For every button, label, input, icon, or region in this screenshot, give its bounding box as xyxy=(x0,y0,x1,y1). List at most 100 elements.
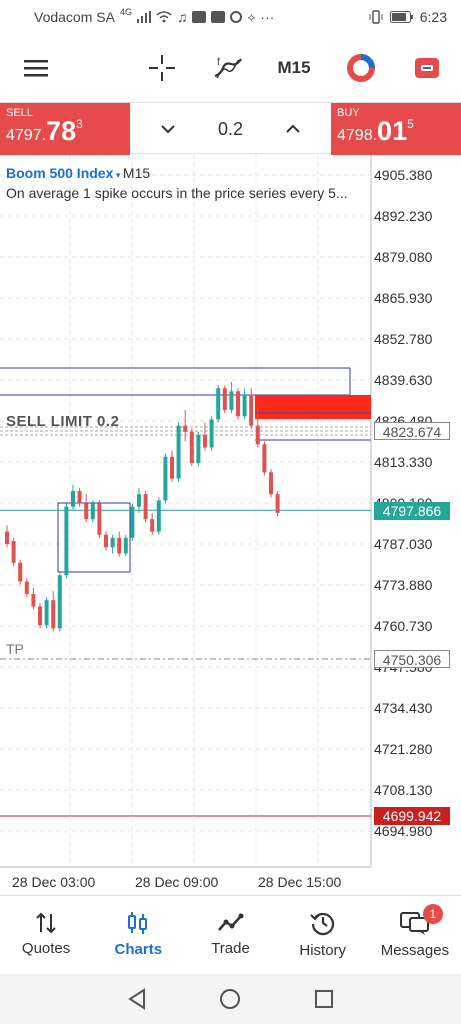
nav-trade-label: Trade xyxy=(211,940,250,957)
x-tick-label: 28 Dec 03:00 xyxy=(12,874,96,890)
trade-icon xyxy=(217,913,243,931)
status-bar: Vodacom SA 4G ♫ ⟡ ··· 6:23 xyxy=(0,0,461,34)
messages-icon xyxy=(399,912,429,935)
candle-body xyxy=(229,391,234,411)
candle-body xyxy=(90,503,95,520)
candle-body xyxy=(130,506,135,538)
menu-button[interactable] xyxy=(18,48,54,88)
candle-body xyxy=(31,593,36,607)
buy-price-big: 01 xyxy=(377,116,408,146)
increase-lot-icon[interactable] xyxy=(285,123,301,135)
sell-price-main: 4797. xyxy=(6,127,47,144)
indicators-icon: f xyxy=(214,57,242,79)
crosshair-button[interactable] xyxy=(145,48,179,88)
candle-body xyxy=(150,519,155,532)
candle-body xyxy=(137,494,141,507)
candle-body xyxy=(216,388,221,420)
sell-limit-label: SELL LIMIT 0.2 xyxy=(6,413,120,430)
nav-quotes[interactable]: Quotes xyxy=(0,896,92,973)
nav-history-label: History xyxy=(299,942,347,959)
nav-charts[interactable]: Charts xyxy=(92,896,184,973)
order-level-box: 4823.674 xyxy=(374,422,450,440)
candle-body xyxy=(117,537,122,554)
buy-button[interactable]: BUY 4798.015 xyxy=(331,103,461,155)
candle-body xyxy=(11,540,16,563)
y-tick-label: 4760.730 xyxy=(374,618,433,634)
timeframe-label: M15 xyxy=(277,58,311,77)
one-click-trade-panel: SELL 4797.783 0.2 BUY 4798.015 xyxy=(0,102,461,155)
candle-body xyxy=(44,600,49,626)
tp-label: TP xyxy=(6,641,24,657)
candle-body xyxy=(262,444,267,473)
buy-label: BUY xyxy=(337,107,360,119)
more-notifications-icon: ··· xyxy=(260,9,275,25)
symbol-header: Boom 500 Index ▾ M15 xyxy=(6,165,151,181)
chart-canvas[interactable] xyxy=(0,155,461,890)
candle-body xyxy=(57,575,62,629)
chart-area[interactable]: Boom 500 Index ▾ M15 On average 1 spike … xyxy=(0,155,461,890)
back-icon[interactable] xyxy=(126,988,148,1010)
sell-button[interactable]: SELL 4797.783 xyxy=(0,103,130,155)
y-tick-label: 4865.930 xyxy=(374,290,433,306)
y-tick-label: 4839.630 xyxy=(374,372,433,388)
indicators-button[interactable]: f xyxy=(210,48,246,88)
nav-history[interactable]: History xyxy=(277,896,369,973)
consolidation-rectangle xyxy=(57,502,131,573)
sync-icon xyxy=(230,11,243,23)
candle-body xyxy=(5,531,9,545)
candle-body xyxy=(183,425,188,432)
network-type: 4G xyxy=(119,7,132,17)
app-notification-icon xyxy=(192,11,207,23)
nav-messages[interactable]: Messages 1 xyxy=(369,896,461,973)
candle-body xyxy=(222,388,227,411)
candle-body xyxy=(51,600,56,629)
system-navigation-bar xyxy=(0,974,461,1024)
candle-body xyxy=(18,562,23,582)
lot-size[interactable]: 0.2 xyxy=(217,118,244,139)
current-price-box: 4797.866 xyxy=(374,502,450,520)
supply-zone xyxy=(255,395,371,419)
candle-body xyxy=(84,503,89,520)
y-tick-label: 4852.780 xyxy=(374,331,433,347)
candle-body xyxy=(64,506,69,576)
one-click-trading-icon xyxy=(415,58,439,78)
one-click-trading-button[interactable] xyxy=(410,48,444,88)
clock: 6:23 xyxy=(419,9,447,25)
lot-selector: 0.2 xyxy=(130,103,331,155)
nav-charts-label: Charts xyxy=(114,941,163,958)
nav-trade[interactable]: Trade xyxy=(184,896,276,973)
sell-price-sup: 3 xyxy=(76,117,83,131)
chart-toolbar: f M15 xyxy=(0,40,461,96)
candle-body xyxy=(176,425,181,479)
x-tick-label: 28 Dec 09:00 xyxy=(135,874,219,890)
bottom-navigation: Quotes Charts Trade History Messages 1 xyxy=(0,895,461,973)
signal-icon xyxy=(136,11,151,23)
candle-body xyxy=(189,431,194,464)
candle-body xyxy=(38,606,42,626)
home-icon[interactable] xyxy=(219,988,241,1010)
candle-body xyxy=(97,503,102,535)
y-tick-label: 4734.430 xyxy=(374,700,433,716)
symbol-name[interactable]: Boom 500 Index xyxy=(6,165,114,181)
battery-icon xyxy=(389,11,413,23)
vibrate-icon xyxy=(369,10,383,24)
candle-body xyxy=(110,537,115,548)
share-icon: ⟡ xyxy=(247,9,256,24)
candle-body xyxy=(249,394,254,426)
candle-body xyxy=(209,419,214,448)
decrease-lot-icon[interactable] xyxy=(160,123,176,135)
candle-body xyxy=(143,494,148,520)
candle-body xyxy=(71,491,75,507)
timeframe-button[interactable]: M15 xyxy=(272,48,316,88)
y-tick-label: 4773.880 xyxy=(374,577,433,593)
messages-badge: 1 xyxy=(422,904,443,924)
symbol-description: On average 1 spike occurs in the price s… xyxy=(6,185,348,201)
candle-body xyxy=(203,434,207,448)
objects-button[interactable] xyxy=(344,48,378,88)
candle-body xyxy=(236,391,240,417)
candle-body xyxy=(123,537,128,554)
y-tick-label: 4708.130 xyxy=(374,782,433,798)
recents-icon[interactable] xyxy=(313,988,335,1010)
wifi-icon xyxy=(156,11,172,23)
y-tick-label: 4787.030 xyxy=(374,536,433,552)
